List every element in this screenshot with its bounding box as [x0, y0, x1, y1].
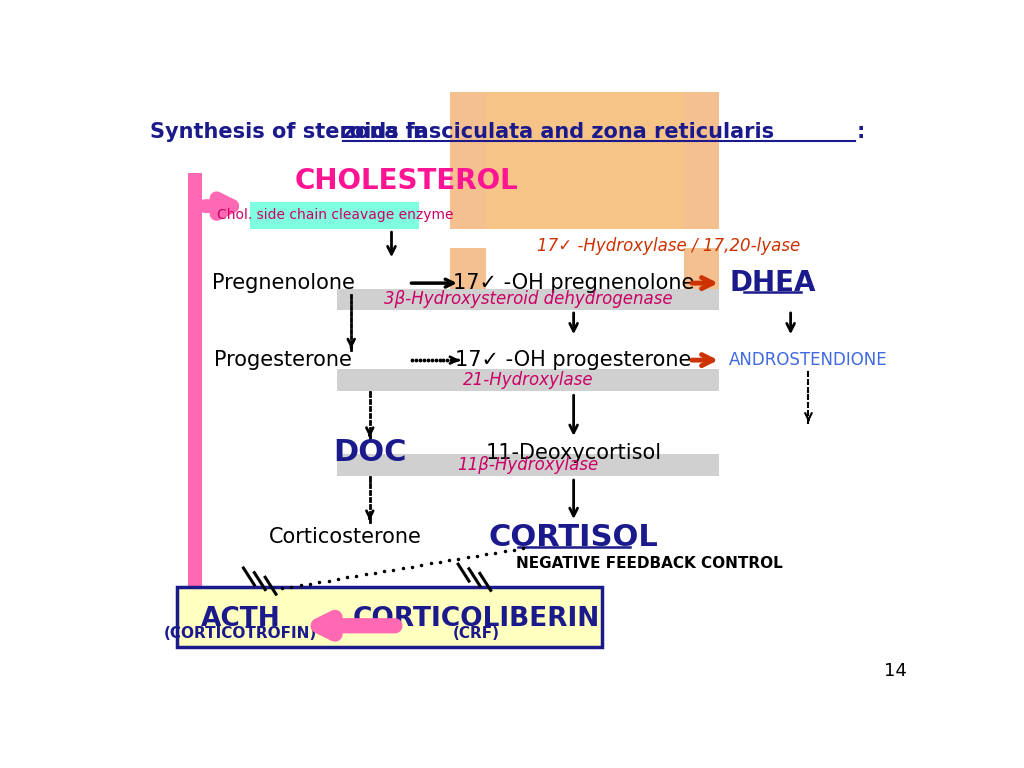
- Text: 11-Deoxycortisol: 11-Deoxycortisol: [485, 442, 662, 462]
- Text: 17✓ -Hydroxylase / 17,20-lyase: 17✓ -Hydroxylase / 17,20-lyase: [537, 237, 800, 255]
- Text: Pregnenolone: Pregnenolone: [212, 273, 354, 293]
- Text: NEGATIVE FEEDBACK CONTROL: NEGATIVE FEEDBACK CONTROL: [515, 556, 782, 571]
- Text: 17✓ -OH pregnenolone: 17✓ -OH pregnenolone: [453, 273, 694, 293]
- Text: CORTICOLIBERIN: CORTICOLIBERIN: [353, 606, 600, 632]
- Bar: [177, 587, 601, 647]
- Bar: [337, 369, 719, 391]
- Text: 21-Hydroxylase: 21-Hydroxylase: [463, 371, 593, 389]
- Text: Synthesis of steroids in: Synthesis of steroids in: [150, 122, 435, 142]
- Bar: [684, 249, 719, 310]
- Bar: [337, 454, 719, 475]
- Bar: [684, 83, 719, 229]
- Text: ACTH: ACTH: [201, 606, 281, 632]
- Text: Progesterone: Progesterone: [214, 350, 352, 370]
- Bar: [450, 83, 486, 229]
- Text: (CORTICOTROFIN): (CORTICOTROFIN): [164, 626, 317, 641]
- Bar: [337, 289, 719, 310]
- Text: ANDROSTENDIONE: ANDROSTENDIONE: [729, 351, 888, 369]
- Text: Corticosterone: Corticosterone: [268, 527, 422, 548]
- Text: Chol. side chain cleavage enzyme: Chol. side chain cleavage enzyme: [217, 208, 454, 223]
- Bar: [450, 249, 486, 310]
- Text: 3β-Hydroxysteroid dehydrogenase: 3β-Hydroxysteroid dehydrogenase: [384, 290, 672, 308]
- Text: 17✓ -OH progesterone: 17✓ -OH progesterone: [456, 350, 692, 370]
- Text: :: :: [856, 122, 865, 142]
- Text: DOC: DOC: [333, 438, 407, 467]
- Text: 14: 14: [884, 662, 906, 680]
- Text: (CRF): (CRF): [454, 626, 501, 641]
- Text: DHEA: DHEA: [729, 269, 816, 297]
- Text: CHOLESTEROL: CHOLESTEROL: [295, 167, 518, 195]
- Text: CORTISOL: CORTISOL: [488, 523, 658, 551]
- Bar: [251, 201, 420, 229]
- Text: 11β-Hydroxylase: 11β-Hydroxylase: [458, 456, 598, 474]
- Bar: [188, 173, 203, 635]
- Bar: [450, 83, 719, 229]
- Text: zona fasciculata and zona reticularis: zona fasciculata and zona reticularis: [343, 122, 774, 142]
